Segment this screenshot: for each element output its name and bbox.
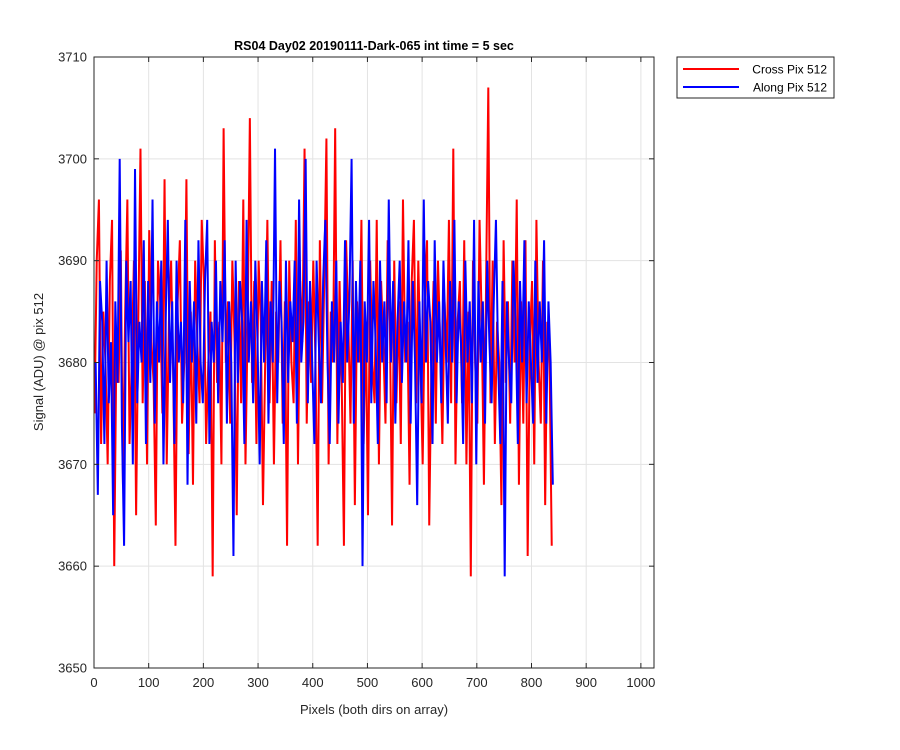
y-tick-label-3650: 3650: [58, 661, 87, 676]
series-layer: [93, 87, 554, 577]
y-tick-label-3700: 3700: [58, 151, 87, 166]
x-axis-label: Pixels (both dirs on array): [300, 702, 448, 717]
y-tick-label-3660: 3660: [58, 559, 87, 574]
x-tick-label-600: 600: [411, 675, 433, 690]
y-tick-label-3710: 3710: [58, 50, 87, 65]
x-tick-label-200: 200: [193, 675, 215, 690]
legend-label-cross: Cross Pix 512: [752, 63, 827, 77]
x-tick-label-500: 500: [357, 675, 379, 690]
series-along-pix-512: [94, 148, 554, 577]
x-tick-label-0: 0: [90, 675, 97, 690]
x-tick-label-800: 800: [521, 675, 543, 690]
y-axis-label: Signal (ADU) @ pix 512: [31, 293, 46, 431]
y-tick-label-3680: 3680: [58, 355, 87, 370]
x-tick-label-400: 400: [302, 675, 324, 690]
x-tick-label-100: 100: [138, 675, 160, 690]
y-tick-label-3670: 3670: [58, 457, 87, 472]
x-tick-label-900: 900: [575, 675, 597, 690]
x-tick-label-1000: 1000: [626, 675, 655, 690]
legend: Cross Pix 512 Along Pix 512: [676, 56, 835, 99]
x-tick-label-700: 700: [466, 675, 488, 690]
ticks: 0 100 200 300 400 500 600 700 800 900 1000 3650 3660…: [58, 50, 655, 691]
x-tick-label-300: 300: [247, 675, 269, 690]
chart-title: RS04 Day02 20190111-Dark-065 int time = …: [234, 39, 514, 53]
legend-box: [676, 56, 835, 99]
legend-label-along: Along Pix 512: [753, 81, 827, 95]
y-tick-label-3690: 3690: [58, 253, 87, 268]
